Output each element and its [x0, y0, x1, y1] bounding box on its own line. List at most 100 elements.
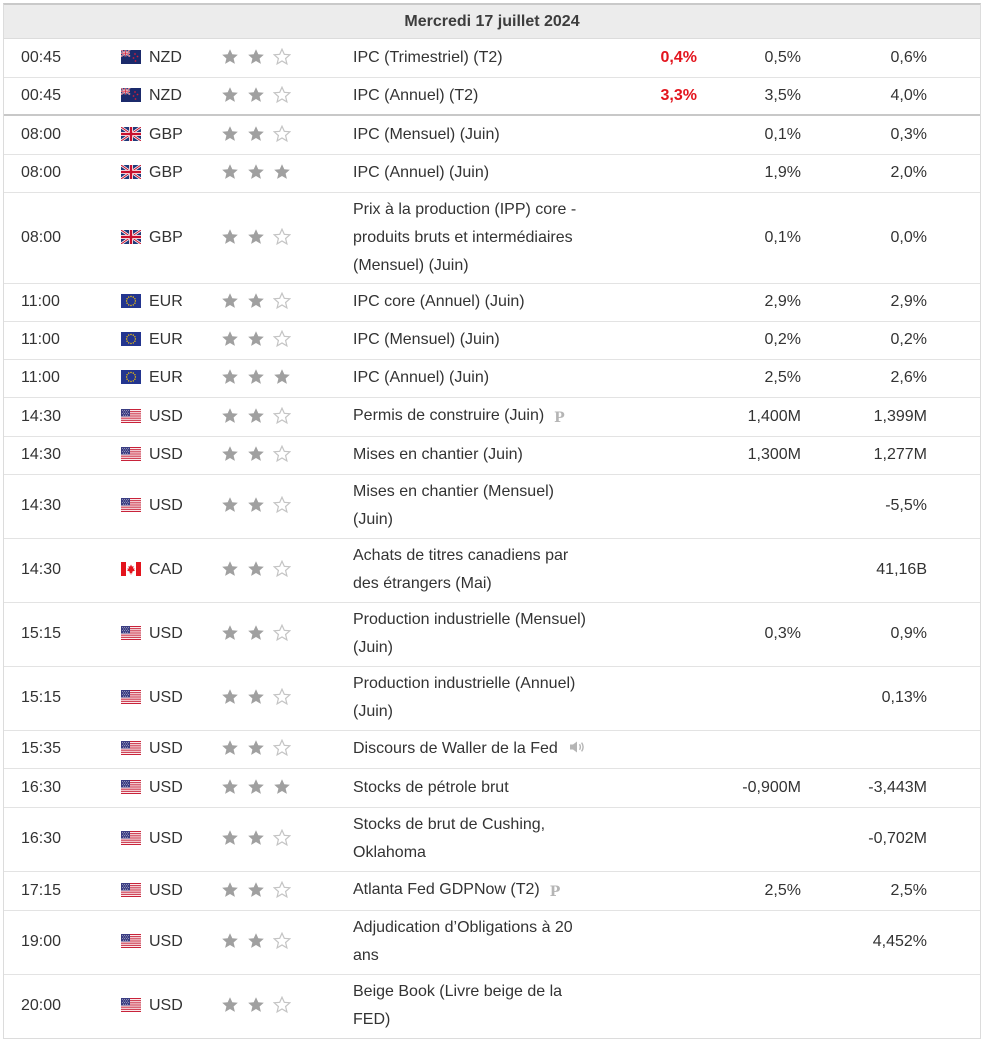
event-cell[interactable]: IPC core (Annuel) (Juin)	[353, 283, 621, 322]
event-name-line[interactable]: Prix à la production (IPP) core -	[353, 200, 577, 218]
event-name[interactable]: Mises en chantier (Juin)	[353, 446, 523, 463]
event-row[interactable]: 20:00 USD Beige Book (Livre beige de la FED…	[4, 974, 980, 1038]
row-spacer	[931, 474, 980, 539]
event-row[interactable]: 08:00 GBP IPC (Mensuel) (Juin) 0,1% 0,3%	[4, 115, 980, 155]
event-cell[interactable]: Atlanta Fed GDPNow (T2) P	[353, 871, 621, 911]
event-name[interactable]: IPC (Mensuel) (Juin)	[353, 125, 500, 143]
flag-us-icon	[121, 882, 141, 897]
preliminary-icon[interactable]: P	[554, 409, 565, 426]
event-row[interactable]: 16:30 USD Stocks de brut de Cushing, Oklaho…	[4, 807, 980, 872]
currency-code: NZD	[149, 48, 182, 66]
event-name-line[interactable]: (Mensuel) (Juin)	[353, 256, 469, 274]
event-name[interactable]: IPC (Trimestriel) (T2)	[353, 48, 503, 66]
event-name-line[interactable]: Achats de titres canadiens par	[353, 547, 569, 564]
event-row[interactable]: 00:45 NZD IPC (Trimestriel) (T2) 0,4% 0,5% 0,…	[4, 39, 980, 78]
event-cell[interactable]: Adjudication d’Obligations à 20 ans	[353, 910, 621, 975]
event-name-line[interactable]: Stocks de brut de Cushing,	[353, 816, 546, 833]
event-name-line[interactable]: (Juin)	[353, 639, 394, 656]
previous-value: 0,9%	[805, 602, 931, 667]
event-cell[interactable]: Discours de Waller de la Fed	[353, 730, 621, 769]
event-name[interactable]: IPC (Annuel) (T2)	[353, 86, 479, 104]
event-name[interactable]: Atlanta Fed GDPNow (T2)	[353, 880, 540, 898]
star-icon	[222, 830, 238, 845]
event-name[interactable]: IPC (Mensuel) (Juin)	[353, 331, 500, 348]
event-row[interactable]: 16:30 USD Stocks de pétrole brut -0,900M -3,…	[4, 768, 980, 808]
event-row[interactable]: 19:00 USD Adjudication d’Obligations à 20 a…	[4, 910, 980, 975]
event-row[interactable]: 14:30 USD Mises en chantier (Juin) 1,300M 1,…	[4, 436, 980, 475]
star-icon	[248, 561, 264, 576]
economic-calendar: Mercredi 17 juillet 2024 00:45 NZD IPC (Tr…	[3, 3, 981, 1039]
event-row[interactable]: 15:35 USD Discours de Waller de la Fed	[4, 730, 980, 769]
event-row[interactable]: 14:30 USD Mises en chantier (Mensuel) (Juin…	[4, 474, 980, 539]
event-name-line[interactable]: (Juin)	[353, 511, 394, 528]
event-name[interactable]: IPC core (Annuel) (Juin)	[353, 293, 525, 310]
star-icon	[222, 164, 238, 179]
event-row[interactable]: 15:15 USD Production industrielle (Annuel)…	[4, 666, 980, 731]
event-row[interactable]: 11:00 EUR IPC (Annuel) (Juin) 2,5% 2,6%	[4, 359, 980, 398]
event-row[interactable]: 15:15 USD Production industrielle (Mensuel…	[4, 602, 980, 667]
event-name-line[interactable]: Oklahoma	[353, 844, 426, 861]
actual-value	[621, 730, 701, 769]
event-row[interactable]: 08:00 GBP IPC (Annuel) (Juin) 1,9% 2,0%	[4, 154, 980, 193]
event-cell[interactable]: IPC (Mensuel) (Juin)	[353, 321, 621, 360]
previous-value: 1,399M	[805, 397, 931, 437]
actual-value	[621, 807, 701, 872]
event-name[interactable]: IPC (Annuel) (Juin)	[353, 164, 490, 181]
event-row[interactable]: 08:00 GBP Prix à la production (IPP) core …	[4, 192, 980, 284]
importance-stars	[221, 39, 353, 78]
star-icon	[273, 227, 291, 245]
star-icon	[273, 406, 291, 424]
star-icon	[248, 293, 264, 308]
star-icon	[248, 331, 264, 346]
event-cell[interactable]: IPC (Trimestriel) (T2)	[353, 39, 621, 78]
event-name-line[interactable]: Adjudication d’Obligations à 20	[353, 919, 573, 936]
flag-nz-icon	[120, 87, 141, 102]
event-cell[interactable]: Prix à la production (IPP) core - produit…	[353, 192, 621, 284]
event-row[interactable]: 17:15 USD Atlanta Fed GDPNow (T2) P 2,5% 2,5%	[4, 871, 980, 911]
event-cell[interactable]: IPC (Annuel) (T2)	[353, 77, 621, 116]
event-currency: GBP	[120, 154, 221, 193]
event-name[interactable]: Discours de Waller de la Fed	[353, 740, 558, 757]
event-time: 14:30	[4, 397, 121, 437]
event-name-line[interactable]: Production industrielle (Mensuel)	[353, 611, 586, 628]
event-row[interactable]: 14:30 CAD Achats de titres canadiens par de…	[4, 538, 980, 603]
event-name-line[interactable]: ans	[353, 947, 379, 964]
row-spacer	[931, 910, 980, 975]
event-cell[interactable]: IPC (Annuel) (Juin)	[353, 359, 621, 398]
star-icon	[222, 561, 238, 576]
event-name-line[interactable]: Mises en chantier (Mensuel)	[353, 483, 554, 500]
event-cell[interactable]: Mises en chantier (Juin)	[353, 436, 621, 475]
event-currency: NZD	[120, 39, 221, 78]
event-row[interactable]: 14:30 USD Permis de construire (Juin) P 1,40…	[4, 397, 980, 437]
forecast-value	[701, 666, 805, 731]
event-cell[interactable]: Achats de titres canadiens par des étrang…	[353, 538, 621, 603]
event-cell[interactable]: Permis de construire (Juin) P	[353, 397, 621, 437]
event-cell[interactable]: Mises en chantier (Mensuel) (Juin)	[353, 474, 621, 539]
event-cell[interactable]: IPC (Mensuel) (Juin)	[353, 115, 621, 155]
event-name-line[interactable]: (Juin)	[353, 703, 394, 720]
event-name-line[interactable]: des étrangers (Mai)	[353, 575, 492, 592]
event-cell[interactable]: Production industrielle (Mensuel) (Juin)	[353, 602, 621, 667]
event-name[interactable]: IPC (Annuel) (Juin)	[353, 369, 490, 386]
event-name-line[interactable]: Production industrielle (Annuel)	[353, 675, 576, 692]
previous-value: 4,0%	[805, 77, 931, 116]
event-name[interactable]: Permis de construire (Juin)	[353, 406, 545, 424]
event-row[interactable]: 00:45 NZD IPC (Annuel) (T2) 3,3% 3,5% 4,0%	[4, 77, 980, 116]
actual-value	[621, 359, 701, 398]
event-row[interactable]: 11:00 EUR IPC core (Annuel) (Juin) 2,9% 2,9%	[4, 283, 980, 322]
event-name-line[interactable]: Beige Book (Livre beige de la	[353, 983, 563, 1001]
event-cell[interactable]: IPC (Annuel) (Juin)	[353, 154, 621, 193]
event-name-line[interactable]: produits bruts et intermédiaires	[353, 228, 573, 246]
event-cell[interactable]: Production industrielle (Annuel) (Juin)	[353, 666, 621, 731]
event-cell[interactable]: Stocks de pétrole brut	[353, 768, 621, 808]
forecast-value	[701, 807, 805, 872]
star-icon	[222, 293, 238, 308]
event-cell[interactable]: Stocks de brut de Cushing, Oklahoma	[353, 807, 621, 872]
event-name[interactable]: Stocks de pétrole brut	[353, 778, 509, 796]
star-icon	[248, 446, 264, 461]
event-cell[interactable]: Beige Book (Livre beige de la FED)	[353, 974, 621, 1038]
event-name-line[interactable]: FED)	[353, 1011, 391, 1029]
preliminary-icon[interactable]: P	[549, 883, 561, 900]
speaker-icon[interactable]	[568, 739, 586, 755]
event-row[interactable]: 11:00 EUR IPC (Mensuel) (Juin) 0,2% 0,2%	[4, 321, 980, 360]
